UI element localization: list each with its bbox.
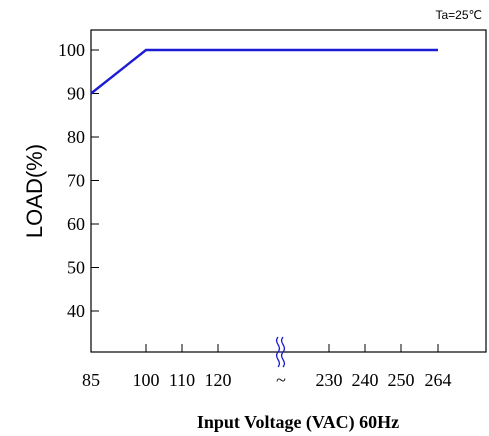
x-tick-label: 230 xyxy=(316,370,343,390)
condition-label: Ta=25℃ xyxy=(435,8,482,22)
series-line xyxy=(90,48,438,95)
x-tick-label: 110 xyxy=(169,370,195,390)
x-tick-label: 85 xyxy=(82,370,100,390)
plot-frame xyxy=(90,29,487,353)
axis-break-mark xyxy=(275,336,286,368)
x-tick-label: 100 xyxy=(133,370,160,390)
y-tick-label: 100 xyxy=(58,40,85,60)
x-axis-label: Input Voltage (VAC) 60Hz xyxy=(197,412,399,433)
x-tick-label: 240 xyxy=(352,370,379,390)
y-tick-label: 50 xyxy=(67,258,85,278)
x-tick-label: 250 xyxy=(388,370,415,390)
x-axis: 85 100 110 120 ~230 240 250 264 xyxy=(82,344,452,390)
x-tick-label: 120 xyxy=(205,370,232,390)
x-tick-label: 264 xyxy=(425,370,452,390)
y-tick-label: 40 xyxy=(67,301,85,321)
x-axis-break-label: ~ xyxy=(276,370,286,390)
y-tick-label: 90 xyxy=(67,84,85,104)
y-tick-label: 80 xyxy=(67,127,85,147)
y-tick-label: 70 xyxy=(67,171,85,191)
y-axis: 100 90 80 70 60 50 40 xyxy=(58,40,99,321)
series-group xyxy=(90,48,438,95)
y-axis-label: LOAD(%) xyxy=(22,144,47,238)
y-tick-label: 60 xyxy=(67,214,85,234)
